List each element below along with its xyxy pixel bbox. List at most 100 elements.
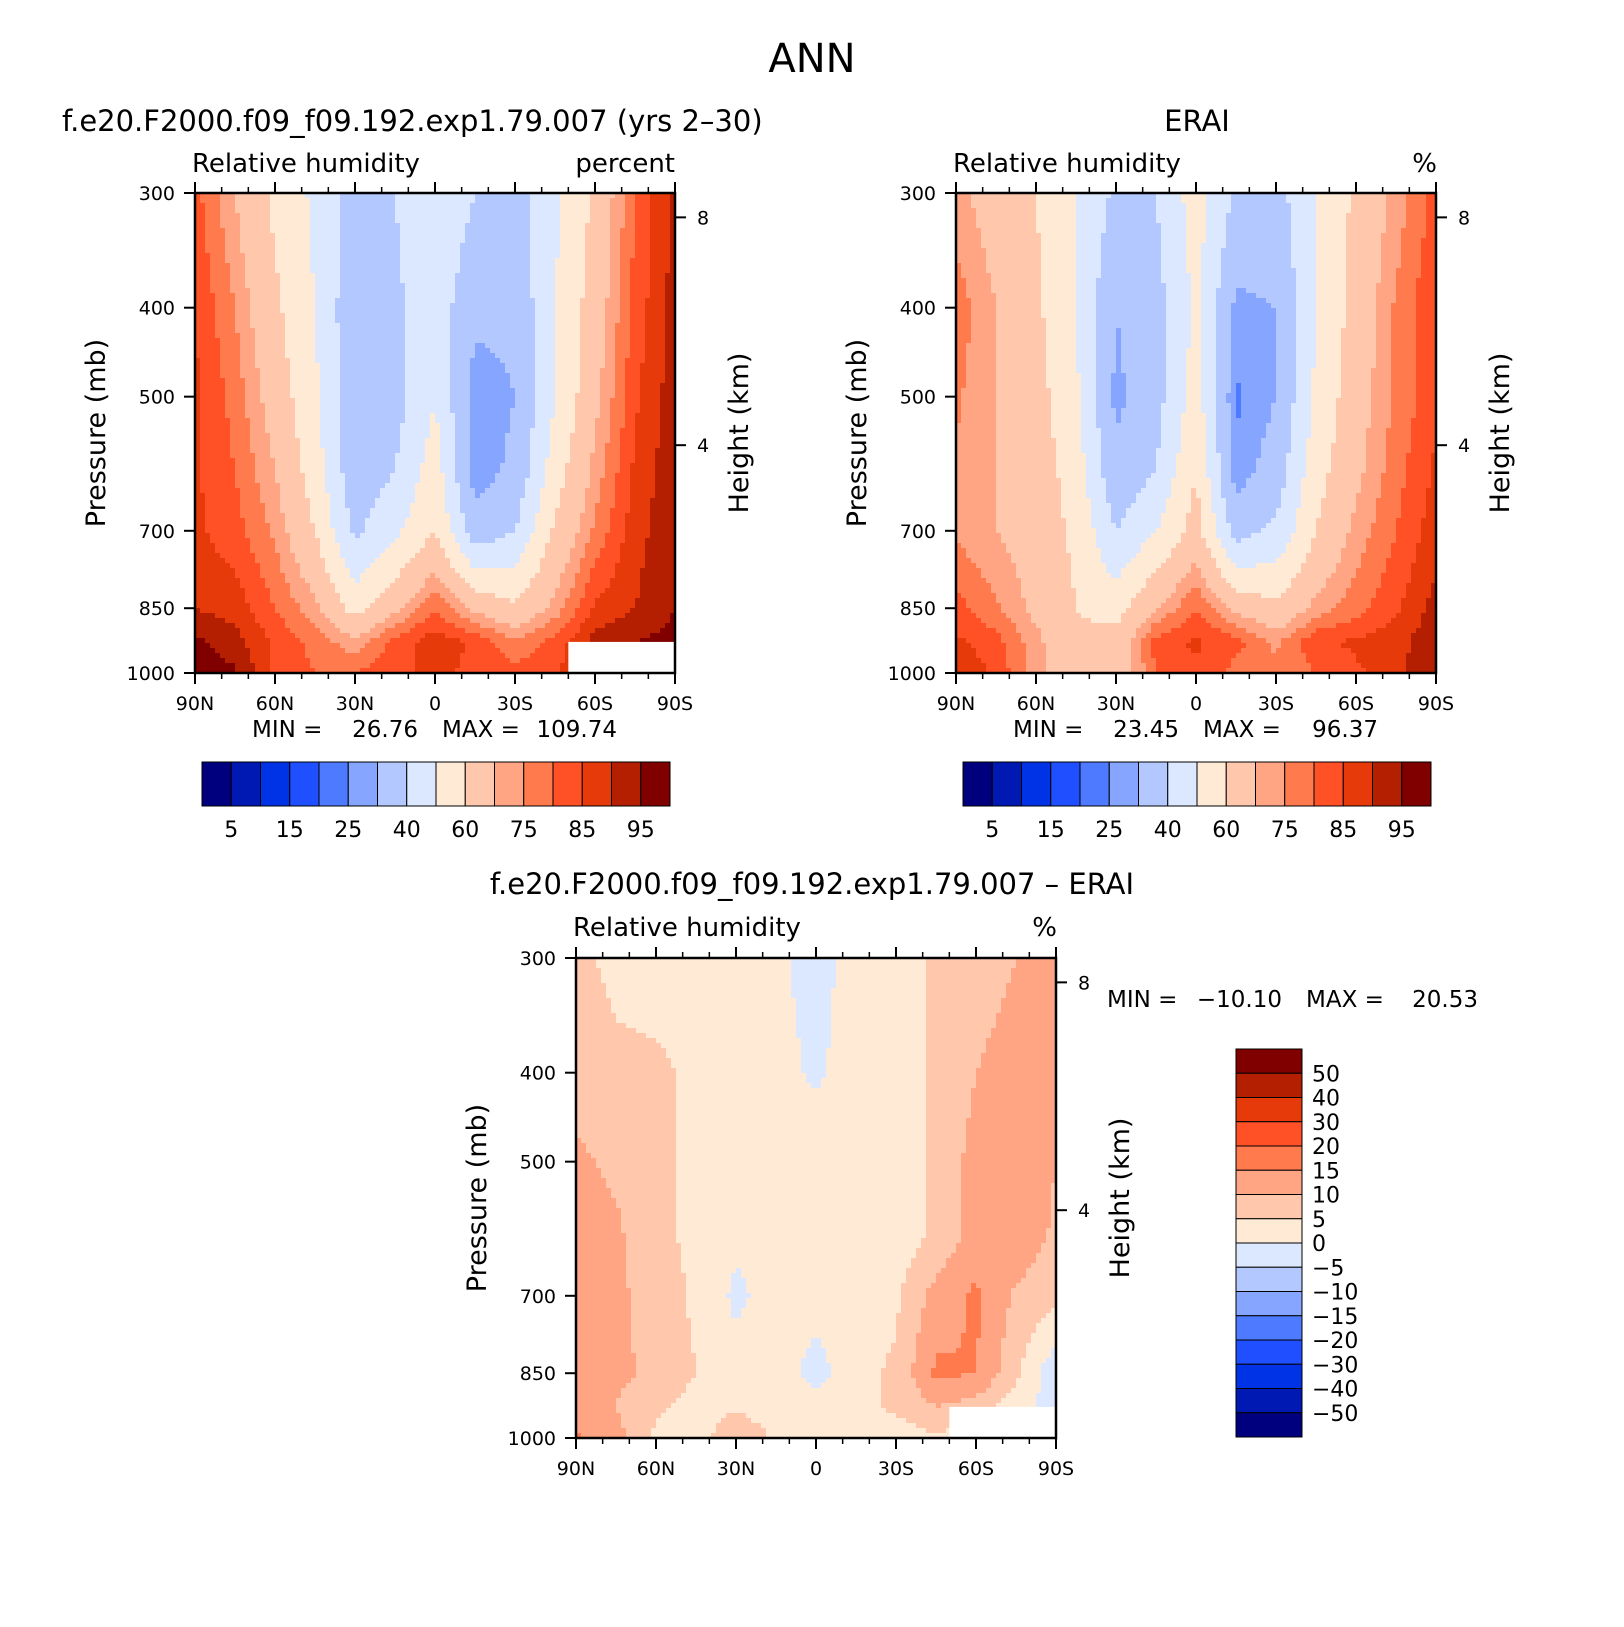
panel-model-cell	[220, 223, 226, 229]
panel-model-cell	[485, 198, 491, 204]
panel-model-cell	[550, 393, 556, 399]
panel-model-cell	[455, 413, 461, 419]
panel-model-cell	[290, 288, 296, 294]
panel-model-cell	[550, 223, 556, 229]
panel-model-cell	[280, 448, 286, 454]
panel-model-cell	[590, 393, 596, 399]
panel-model-cell	[650, 433, 656, 439]
panel-model-cell	[565, 373, 571, 379]
panel-model-cell	[630, 303, 636, 309]
panel-model-cell	[365, 198, 371, 204]
panel-model-cell	[635, 283, 641, 289]
panel-model-cell	[615, 323, 621, 329]
panel-model-cell	[325, 368, 331, 374]
panel-model-cell	[280, 293, 286, 299]
panel-model-cell	[525, 448, 531, 454]
panel-model-cell	[600, 393, 606, 399]
panel-model-cell	[520, 438, 526, 444]
panel-model-cell	[260, 428, 266, 434]
panel-model-cell	[575, 218, 581, 224]
panel-model-cell	[560, 303, 566, 309]
panel-model-cell	[495, 238, 501, 244]
panel-model-cell	[325, 443, 331, 449]
panel-model-cell	[245, 423, 251, 429]
panel-model-cell	[630, 253, 636, 259]
panel-model-cell	[545, 413, 551, 419]
panel-model-cell	[540, 208, 546, 214]
panel-model-cell	[300, 388, 306, 394]
panel-model-cell	[655, 438, 661, 444]
panel-model-cell	[465, 313, 471, 319]
panel-model-cell	[280, 263, 286, 269]
panel-model-cell	[360, 298, 366, 304]
panel-model-cell	[385, 408, 391, 414]
panel-model-cell	[570, 423, 576, 429]
panel-model-cell	[530, 413, 536, 419]
panel-model-cell	[405, 318, 411, 324]
panel-model-cell	[635, 358, 641, 364]
panel-model-cell	[665, 308, 671, 314]
panel-model-cell	[235, 283, 241, 289]
panel-model-cell	[500, 248, 506, 254]
panel-model-cell	[220, 363, 226, 369]
panel-model-cell	[320, 443, 326, 449]
panel-model-cell	[450, 313, 456, 319]
panel-model-cell	[365, 313, 371, 319]
panel-model-cell	[275, 383, 281, 389]
panel-model-cell	[285, 318, 291, 324]
panel-model-cell	[465, 413, 471, 419]
panel-model-cell	[405, 388, 411, 394]
panel-model-cell	[425, 238, 431, 244]
panel-model-cell	[545, 228, 551, 234]
panel-model-cell	[305, 408, 311, 414]
panel-model-cell	[360, 433, 366, 439]
panel-model-cell	[640, 348, 646, 354]
panel-model-cell	[270, 443, 276, 449]
panel-model-cell	[235, 358, 241, 364]
panel-model-cell	[400, 353, 406, 359]
panel-model-cell	[330, 228, 336, 234]
panel-model-cell	[420, 368, 426, 374]
panel-model-cell	[230, 358, 236, 364]
panel-model-cell	[260, 273, 266, 279]
panel-model-cell	[615, 338, 621, 344]
panel-model-cell	[475, 208, 481, 214]
panel-model-cell	[660, 358, 666, 364]
panel-model-cell	[475, 408, 481, 414]
panel-model-cell	[315, 393, 321, 399]
panel-model-cell	[340, 358, 346, 364]
panel-model-cell	[280, 268, 286, 274]
panel-model-cell	[415, 333, 421, 339]
panel-model-cell	[500, 433, 506, 439]
panel-model-cell	[400, 383, 406, 389]
panel-model-cell	[205, 333, 211, 339]
panel-model-cell	[485, 218, 491, 224]
panel-model-cell	[235, 373, 241, 379]
panel-model-cell	[530, 328, 536, 334]
panel-model-cell	[285, 308, 291, 314]
panel-model-cell	[605, 278, 611, 284]
panel-model-cell	[300, 323, 306, 329]
panel-model-cell	[360, 263, 366, 269]
panel-model-cell	[225, 348, 231, 354]
panel-model-cell	[580, 198, 586, 204]
panel-model-cell	[265, 338, 271, 344]
panel-model-cell	[485, 398, 491, 404]
panel-model-cell	[285, 223, 291, 229]
panel-model-cell	[420, 413, 426, 419]
panel-model-cell	[515, 258, 521, 264]
panel-model-cell	[300, 373, 306, 379]
panel-model-cell	[425, 328, 431, 334]
panel-model-cell	[435, 378, 441, 384]
panel-model-cell	[500, 443, 506, 449]
panel-model-cell	[295, 438, 301, 444]
panel-model-cell	[405, 323, 411, 329]
panel-model-cell	[620, 428, 626, 434]
panel-model-cell	[335, 288, 341, 294]
panel-model-cell	[470, 308, 476, 314]
panel-model-cell	[315, 423, 321, 429]
panel-model-cell	[355, 338, 361, 344]
panel-model-cell	[605, 363, 611, 369]
panel-model-cell	[285, 253, 291, 259]
panel-model-cell	[515, 343, 521, 349]
